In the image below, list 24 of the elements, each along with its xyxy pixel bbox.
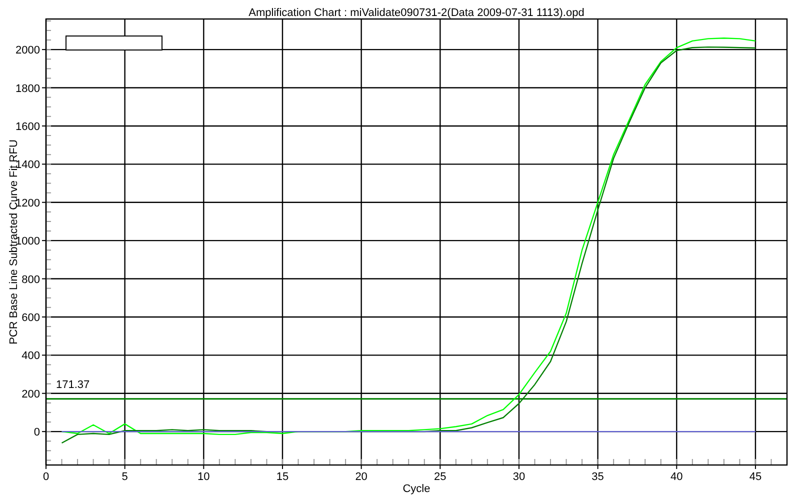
x-tick-label: 30 [512, 471, 526, 483]
ref-line-label: 171.37 [56, 378, 90, 391]
x-axis-title: Cycle [402, 483, 430, 495]
x-tick-label: 20 [355, 471, 368, 483]
y-tick-label: 1400 [16, 159, 40, 172]
y-tick-label: 0 [34, 426, 40, 439]
y-tick-label: 800 [22, 274, 40, 286]
x-tick-label: 35 [592, 471, 604, 483]
y-tick-label: 2000 [16, 44, 40, 57]
x-tick-label: 40 [670, 471, 683, 483]
y-tick-label: 1800 [16, 82, 40, 95]
chart-title: Amplification Chart : miValidate090731-2(Data 2009-07-31 1113).opd [248, 7, 584, 19]
y-tick-label: 400 [22, 350, 40, 362]
y-tick-label: 1200 [16, 197, 40, 210]
x-tick-label: 15 [276, 471, 289, 483]
x-tick-label: 0 [42, 471, 50, 483]
y-tick-label: 1600 [16, 120, 40, 133]
y-tick-label: 200 [22, 388, 40, 400]
x-tick-label: 10 [198, 471, 210, 483]
x-tick-label: 25 [434, 471, 446, 483]
x-tick-label: 45 [749, 471, 762, 483]
x-tick-label: 5 [122, 471, 128, 483]
y-tick-label: 1000 [16, 236, 40, 248]
y-tick-label: 600 [22, 312, 40, 324]
